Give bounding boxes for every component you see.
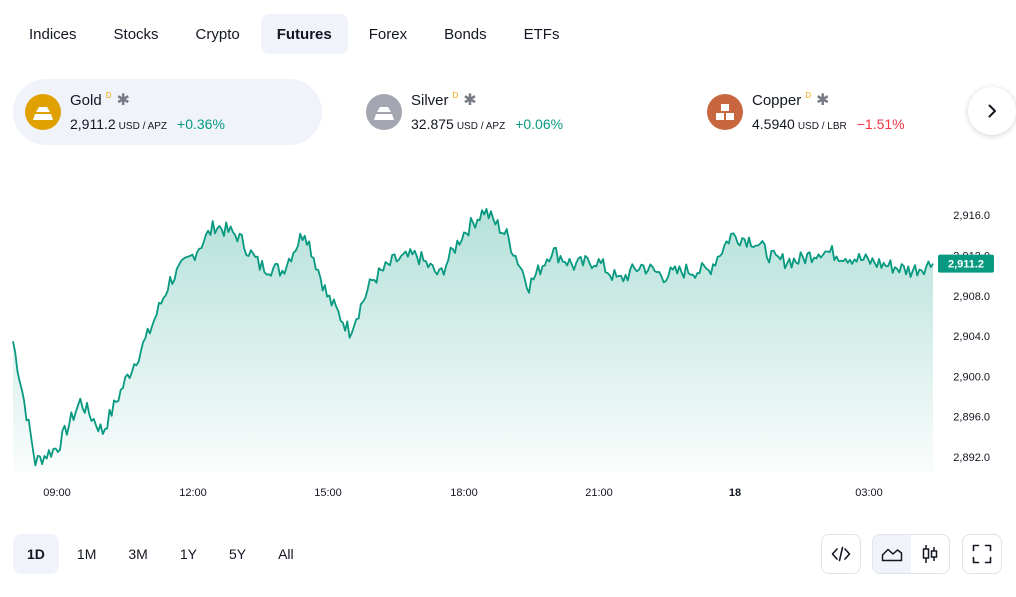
tab-label: Forex bbox=[368, 25, 408, 43]
x-tick-label: 03:00 bbox=[855, 487, 883, 499]
symbol-name: Copper bbox=[752, 92, 802, 109]
chevron-right-icon bbox=[988, 104, 996, 118]
symbol-change: +0.36% bbox=[177, 116, 225, 132]
x-tick-label: 12:00 bbox=[179, 487, 207, 499]
symbol-card-copper[interactable]: Copper D ✱ 4.5940 USD / LBR −1.51% bbox=[695, 79, 965, 145]
y-tick-label: 2,916.0 bbox=[953, 210, 990, 222]
range-all-button[interactable]: All bbox=[264, 534, 308, 574]
range-label: 3M bbox=[128, 546, 148, 562]
asterisk-icon: ✱ bbox=[463, 92, 477, 109]
symbol-price: 4.5940 bbox=[752, 116, 795, 132]
code-icon bbox=[831, 546, 851, 562]
range-label: 1Y bbox=[179, 546, 197, 562]
tab-etfs[interactable]: ETFs bbox=[508, 14, 576, 54]
symbol-name: Silver bbox=[411, 92, 449, 109]
symbol-price: 32.875 bbox=[411, 116, 454, 132]
area-chart-icon bbox=[881, 548, 903, 562]
x-tick-label: 09:00 bbox=[43, 487, 71, 499]
embed-button[interactable] bbox=[821, 534, 861, 574]
copper-blocks-icon bbox=[707, 94, 743, 130]
delay-badge: D bbox=[105, 91, 112, 100]
tab-label: Stocks bbox=[113, 25, 159, 43]
tab-crypto[interactable]: Crypto bbox=[180, 14, 256, 54]
y-tick-label: 2,896.0 bbox=[953, 412, 990, 424]
tab-stocks[interactable]: Stocks bbox=[98, 14, 175, 54]
tab-futures[interactable]: Futures bbox=[260, 14, 348, 54]
y-tick-label: 2,908.0 bbox=[953, 291, 990, 303]
y-tick-label: 2,892.0 bbox=[953, 452, 990, 464]
delay-badge: D bbox=[805, 91, 811, 100]
price-line bbox=[12, 208, 934, 467]
x-tick-label: 15:00 bbox=[314, 487, 342, 499]
x-tick-label: 21:00 bbox=[585, 487, 613, 499]
market-tabs: Indices Stocks Crypto Futures Forex Bond… bbox=[13, 14, 580, 54]
fullscreen-button[interactable] bbox=[962, 534, 1002, 574]
candlestick-chart-button[interactable] bbox=[911, 535, 949, 573]
area-chart-button[interactable] bbox=[873, 535, 911, 573]
range-label: 1D bbox=[27, 546, 45, 562]
price-area bbox=[13, 208, 933, 472]
asterisk-icon: ✱ bbox=[116, 92, 130, 109]
y-tick-label: 2,904.0 bbox=[953, 331, 990, 343]
price-chart-svg: 2,892.02,896.02,900.02,904.02,908.02,912… bbox=[12, 208, 994, 499]
symbol-price: 2,911.2 bbox=[70, 116, 116, 132]
symbol-unit: USD / APZ bbox=[118, 121, 168, 132]
last-price-label: 2,911.2 bbox=[948, 259, 984, 271]
delay-badge: D bbox=[452, 91, 459, 100]
symbol-change: +0.06% bbox=[515, 116, 564, 132]
range-1m-button[interactable]: 1M bbox=[63, 534, 110, 574]
price-chart[interactable]: 2,892.02,896.02,900.02,904.02,908.02,912… bbox=[0, 160, 1016, 505]
symbol-name: Gold bbox=[70, 92, 102, 109]
tab-label: ETFs bbox=[523, 25, 560, 43]
x-tick-label: 18 bbox=[729, 487, 741, 499]
tab-label: Indices bbox=[29, 25, 77, 43]
range-1d-button[interactable]: 1D bbox=[13, 534, 59, 574]
range-5y-button[interactable]: 5Y bbox=[215, 534, 260, 574]
last-price-badge bbox=[938, 254, 994, 273]
tab-label: Bonds bbox=[444, 25, 487, 43]
next-symbols-button[interactable] bbox=[968, 87, 1016, 135]
symbol-unit: USD / LBR bbox=[797, 121, 847, 132]
asterisk-icon: ✱ bbox=[815, 92, 830, 109]
tab-forex[interactable]: Forex bbox=[353, 14, 423, 54]
symbol-cards: Gold D ✱ 2,911.2 USD / APZ +0.36% Silver D ✱ 3… bbox=[13, 79, 1016, 145]
gold-bars-icon bbox=[25, 94, 61, 130]
y-tick-label: 2,900.0 bbox=[953, 371, 990, 383]
chart-tools bbox=[0, 534, 1016, 574]
symbol-change: −1.51% bbox=[856, 116, 905, 132]
range-label: 1M bbox=[76, 546, 97, 562]
chart-type-toggle bbox=[872, 534, 950, 574]
range-selector: 1D 1M 3M 1Y 5Y All bbox=[13, 534, 312, 574]
x-tick-label: 18:00 bbox=[450, 487, 478, 499]
tab-label: Futures bbox=[276, 25, 332, 43]
symbol-unit: USD / APZ bbox=[456, 121, 506, 132]
range-1y-button[interactable]: 1Y bbox=[166, 534, 211, 574]
range-3m-button[interactable]: 3M bbox=[114, 534, 161, 574]
tab-bonds[interactable]: Bonds bbox=[428, 14, 503, 54]
symbol-card-silver[interactable]: Silver D ✱ 32.875 USD / APZ +0.06% bbox=[354, 79, 663, 145]
tab-indices[interactable]: Indices bbox=[13, 14, 93, 54]
range-label: 5Y bbox=[228, 546, 247, 562]
range-label: All bbox=[278, 546, 294, 562]
candlestick-icon bbox=[922, 545, 938, 563]
silver-bars-icon bbox=[366, 94, 402, 130]
tab-label: Crypto bbox=[195, 25, 240, 43]
symbol-card-gold[interactable]: Gold D ✱ 2,911.2 USD / APZ +0.36% bbox=[13, 79, 322, 145]
fullscreen-icon bbox=[972, 544, 992, 564]
